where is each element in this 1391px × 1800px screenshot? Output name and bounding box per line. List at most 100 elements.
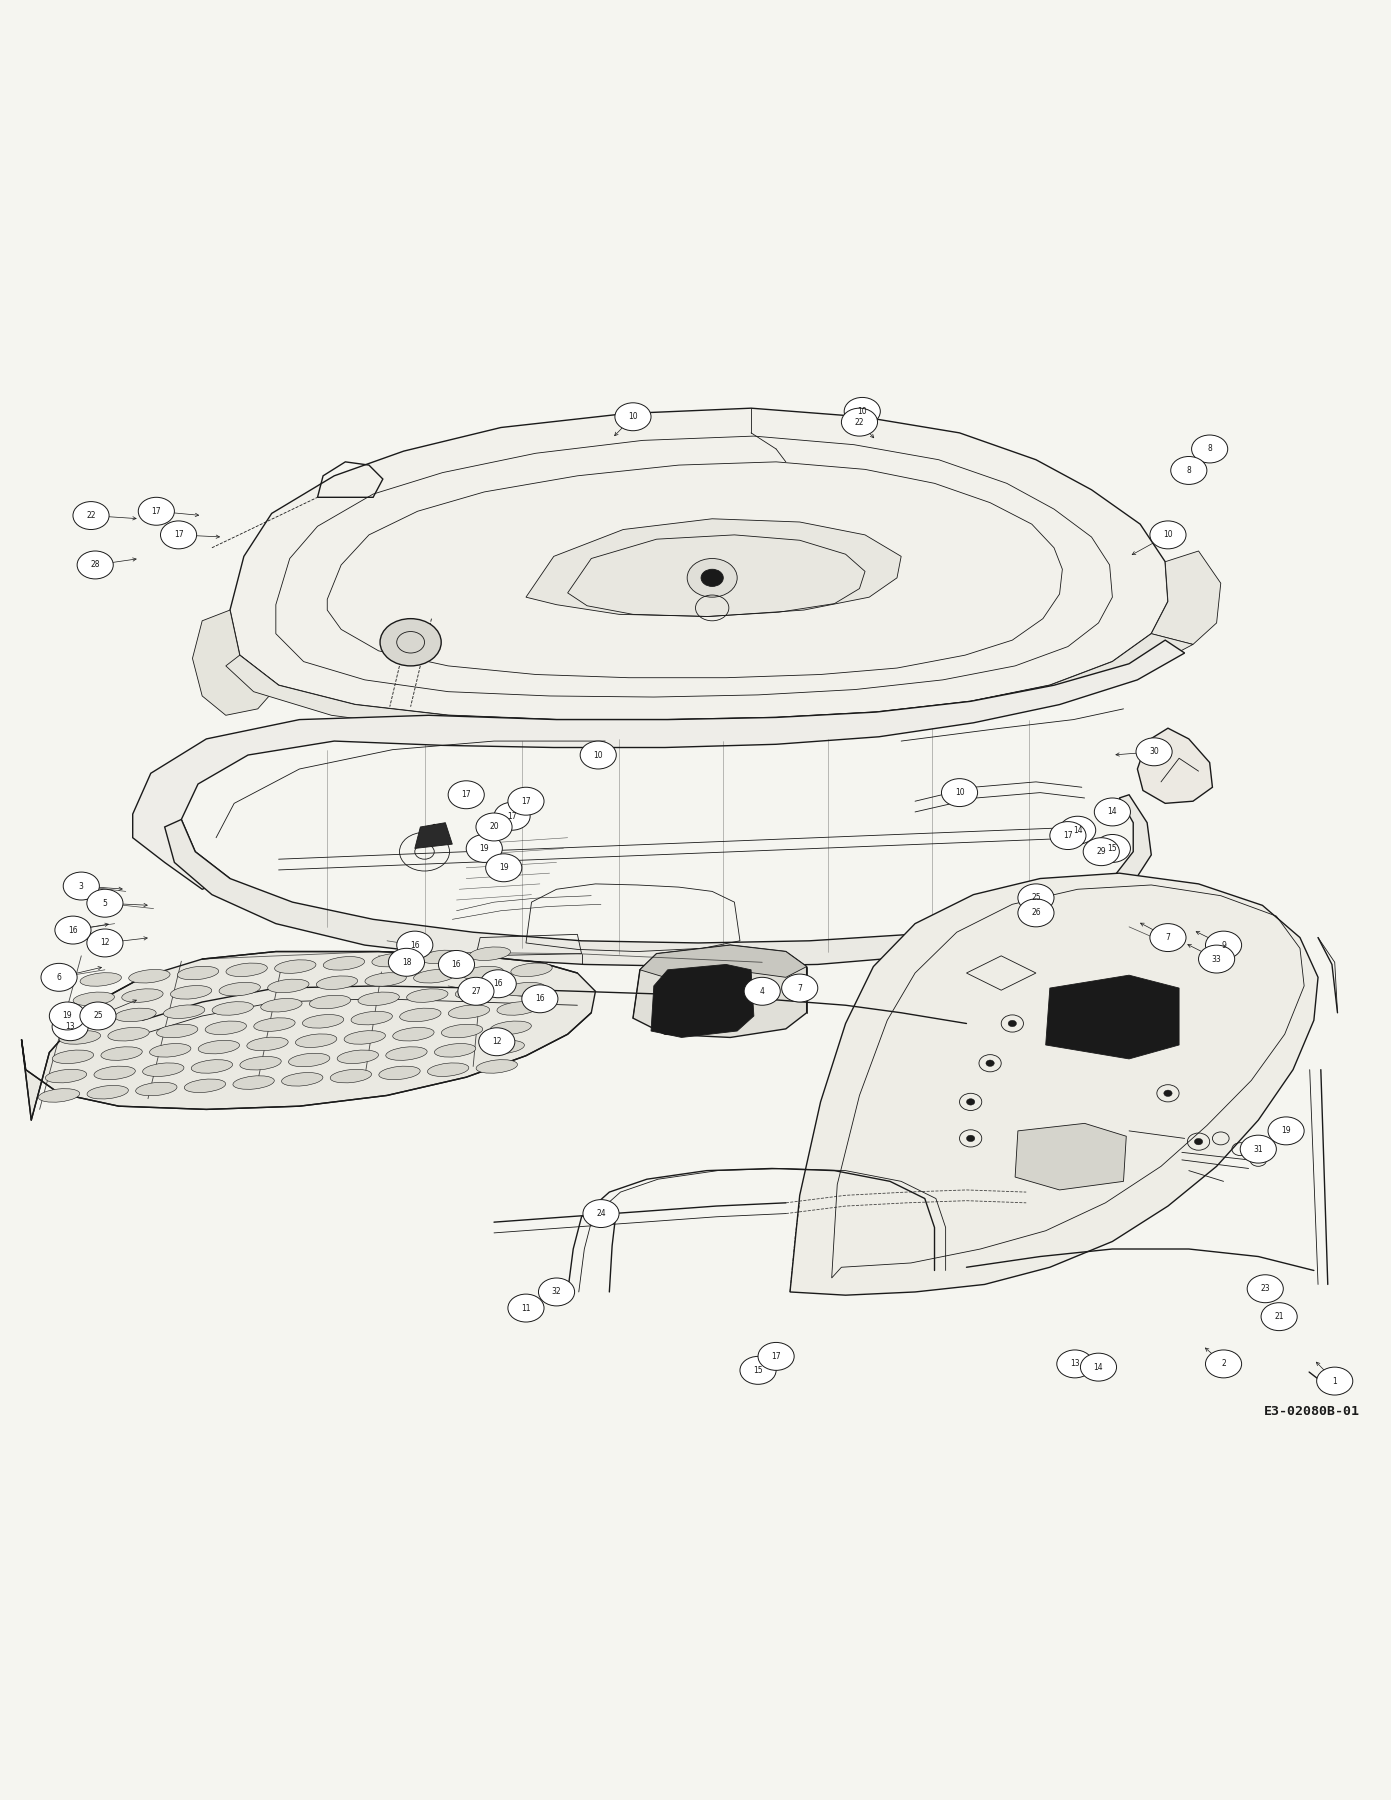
Ellipse shape	[115, 1008, 156, 1022]
Text: 17: 17	[1063, 832, 1072, 841]
Circle shape	[458, 977, 494, 1004]
Ellipse shape	[267, 979, 309, 992]
Circle shape	[72, 502, 108, 529]
Circle shape	[1199, 945, 1235, 974]
Circle shape	[1008, 1021, 1017, 1026]
Ellipse shape	[364, 972, 406, 986]
Ellipse shape	[60, 1031, 100, 1044]
Circle shape	[758, 1343, 794, 1370]
Circle shape	[782, 974, 818, 1003]
Text: 17: 17	[174, 531, 184, 540]
Circle shape	[79, 1003, 115, 1030]
Circle shape	[479, 1028, 515, 1057]
Ellipse shape	[385, 1048, 427, 1060]
Ellipse shape	[330, 1069, 371, 1084]
Ellipse shape	[136, 1082, 177, 1096]
Text: 11: 11	[522, 1303, 531, 1312]
Polygon shape	[790, 873, 1319, 1296]
Ellipse shape	[191, 1060, 232, 1073]
Circle shape	[77, 551, 113, 580]
Circle shape	[508, 1294, 544, 1321]
Circle shape	[138, 497, 174, 526]
Text: 16: 16	[494, 979, 504, 988]
Circle shape	[480, 970, 516, 997]
Circle shape	[583, 1199, 619, 1228]
Ellipse shape	[302, 1015, 344, 1028]
Text: 33: 33	[1212, 954, 1221, 963]
Text: 10: 10	[629, 412, 638, 421]
Polygon shape	[640, 945, 807, 977]
Circle shape	[701, 569, 723, 587]
Ellipse shape	[316, 976, 357, 990]
Ellipse shape	[184, 1078, 225, 1093]
Ellipse shape	[53, 1049, 93, 1064]
Text: 20: 20	[490, 823, 499, 832]
Polygon shape	[1046, 976, 1180, 1058]
Polygon shape	[1152, 551, 1221, 644]
Text: 12: 12	[100, 938, 110, 947]
Circle shape	[986, 1060, 995, 1066]
Text: 8: 8	[1187, 466, 1191, 475]
Circle shape	[388, 949, 424, 976]
Circle shape	[1171, 457, 1207, 484]
Text: 7: 7	[797, 983, 803, 992]
Text: 25: 25	[1031, 893, 1040, 902]
Text: 17: 17	[508, 812, 517, 821]
Circle shape	[1150, 520, 1187, 549]
Ellipse shape	[490, 1021, 531, 1035]
Text: 22: 22	[86, 511, 96, 520]
Ellipse shape	[476, 1060, 517, 1073]
Text: 16: 16	[452, 959, 462, 968]
Circle shape	[1081, 1354, 1117, 1381]
Ellipse shape	[441, 1024, 483, 1039]
Ellipse shape	[469, 947, 510, 961]
Circle shape	[1150, 923, 1187, 952]
Ellipse shape	[95, 1066, 135, 1080]
Text: 10: 10	[594, 751, 604, 760]
Circle shape	[967, 1098, 975, 1105]
Circle shape	[844, 398, 881, 425]
Text: 14: 14	[1072, 826, 1082, 835]
Text: 3: 3	[79, 882, 83, 891]
Text: 5: 5	[103, 898, 107, 907]
Text: 30: 30	[1149, 747, 1159, 756]
Ellipse shape	[510, 963, 552, 977]
Text: 10: 10	[1163, 531, 1173, 540]
Text: 22: 22	[854, 418, 864, 427]
Ellipse shape	[204, 1021, 246, 1035]
Circle shape	[1195, 1138, 1203, 1145]
Text: 16: 16	[536, 994, 545, 1003]
Text: 15: 15	[753, 1366, 762, 1375]
Text: 17: 17	[152, 508, 161, 517]
Ellipse shape	[351, 1012, 392, 1024]
Ellipse shape	[177, 967, 218, 979]
Ellipse shape	[455, 986, 497, 999]
Circle shape	[1164, 1091, 1173, 1096]
Ellipse shape	[399, 1008, 441, 1022]
Ellipse shape	[378, 1066, 420, 1080]
Text: 12: 12	[492, 1037, 502, 1046]
Text: 19: 19	[63, 1012, 72, 1021]
Polygon shape	[526, 518, 901, 617]
Ellipse shape	[143, 1064, 184, 1076]
Ellipse shape	[504, 983, 545, 995]
Circle shape	[476, 814, 512, 841]
Polygon shape	[1015, 1123, 1127, 1190]
Polygon shape	[1138, 729, 1213, 803]
Text: 8: 8	[1207, 445, 1212, 454]
Ellipse shape	[281, 1073, 323, 1085]
Ellipse shape	[274, 959, 316, 974]
Text: 17: 17	[462, 790, 472, 799]
Circle shape	[448, 781, 484, 808]
Ellipse shape	[129, 970, 170, 983]
Circle shape	[1018, 884, 1054, 913]
Text: 19: 19	[499, 864, 509, 873]
Text: 2: 2	[1221, 1359, 1225, 1368]
Circle shape	[1269, 1118, 1305, 1145]
Ellipse shape	[39, 1089, 79, 1102]
Text: 21: 21	[1274, 1312, 1284, 1321]
Polygon shape	[164, 796, 1152, 967]
Ellipse shape	[46, 1069, 86, 1084]
Circle shape	[1095, 797, 1131, 826]
Polygon shape	[192, 610, 278, 715]
